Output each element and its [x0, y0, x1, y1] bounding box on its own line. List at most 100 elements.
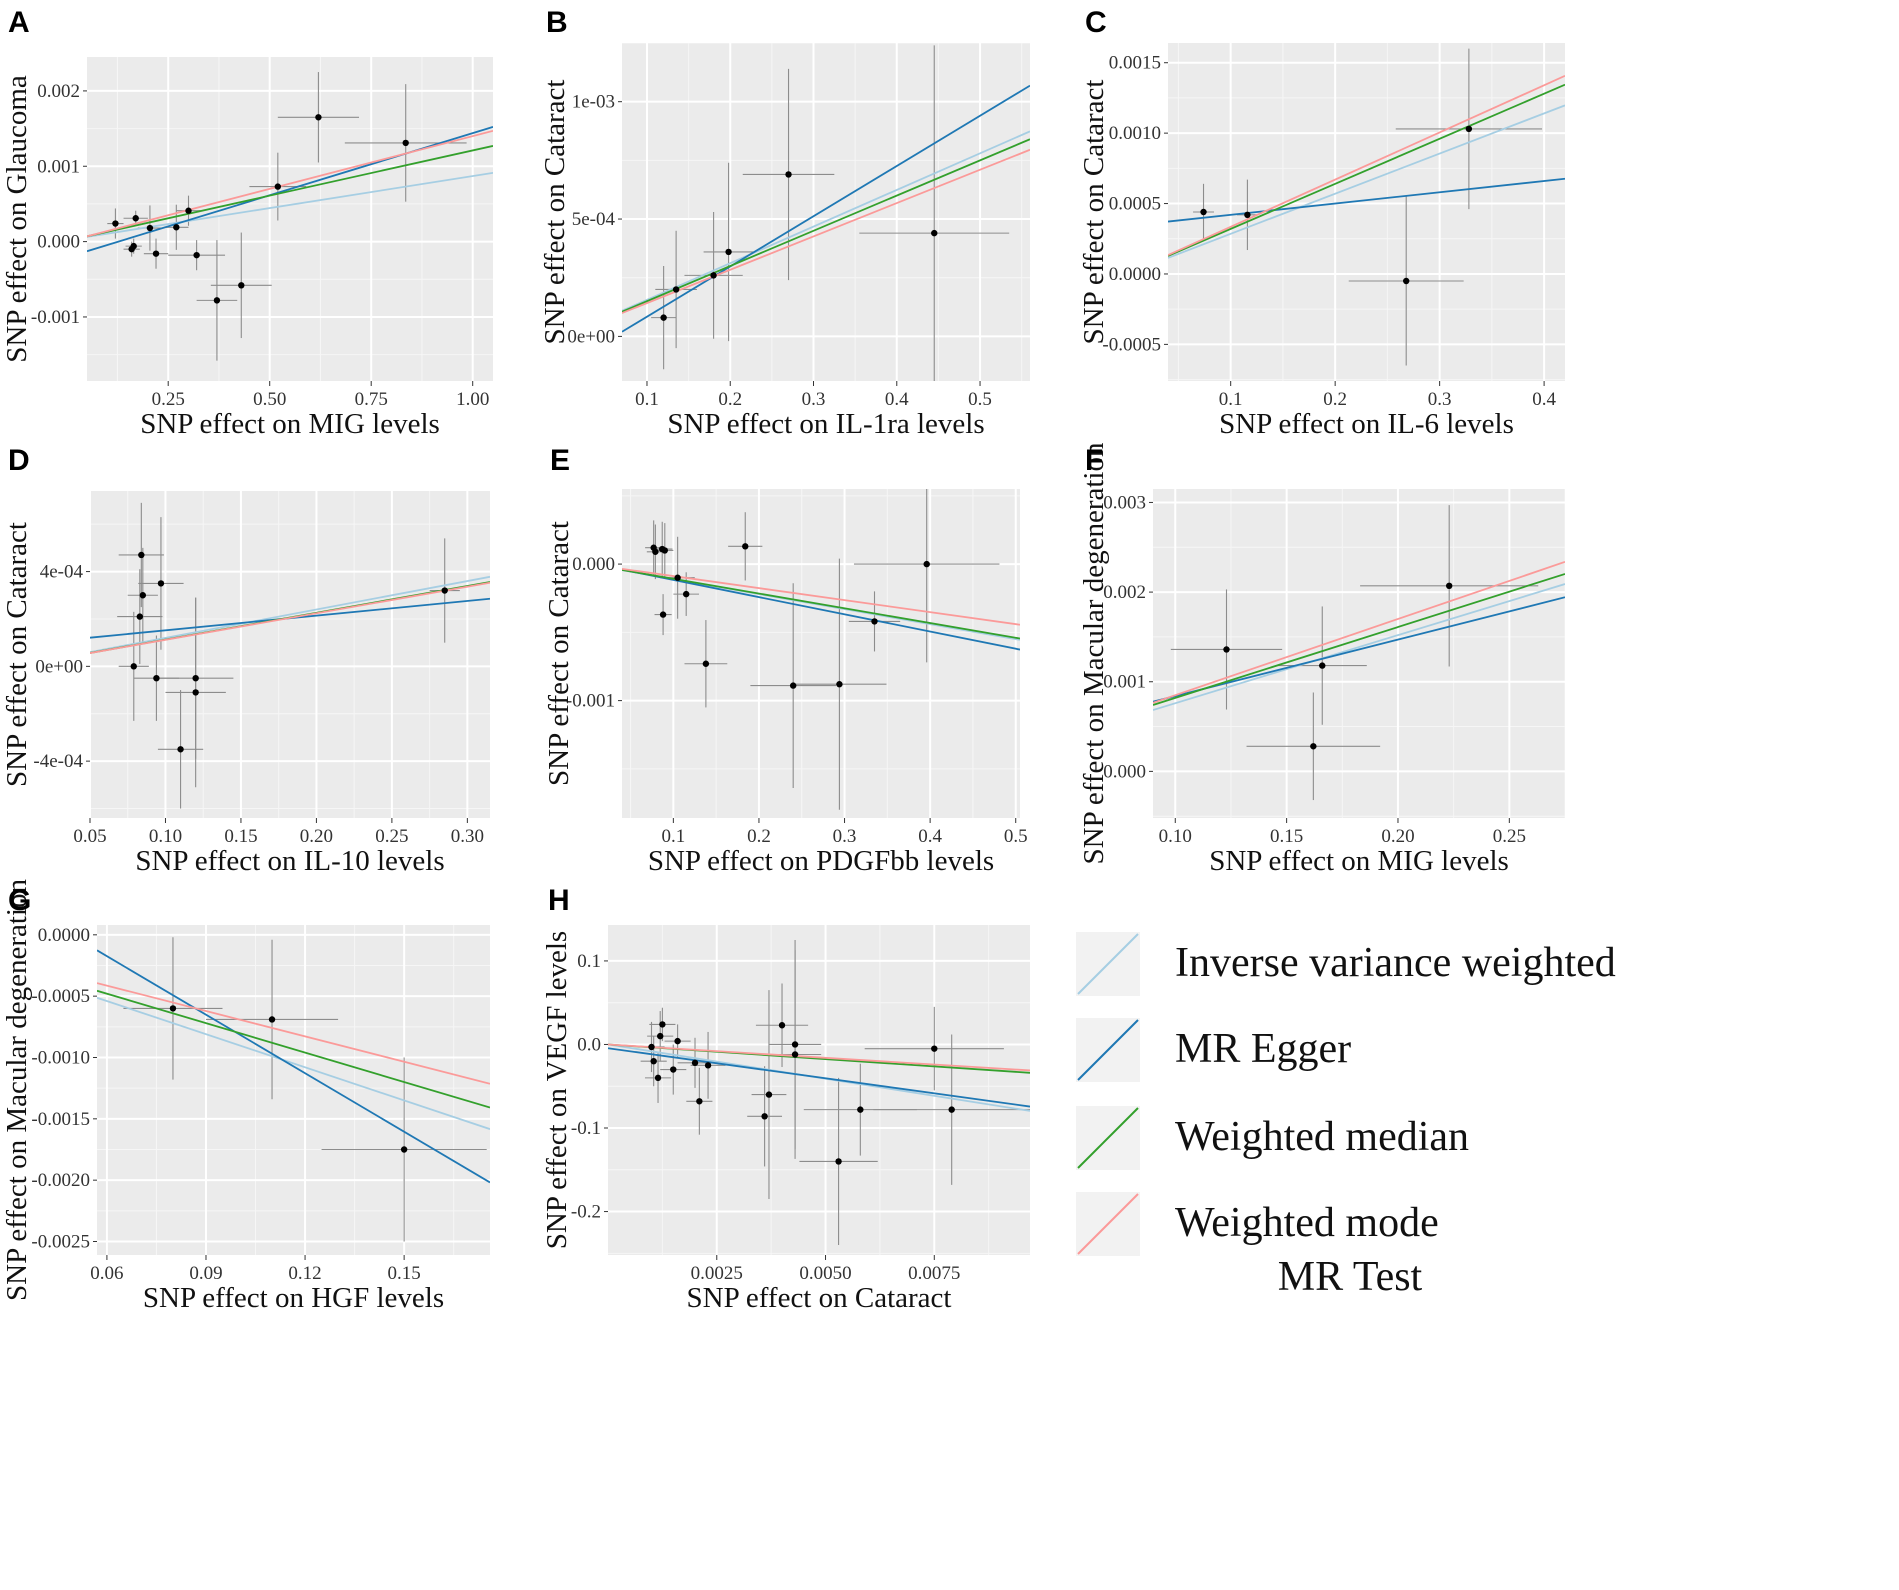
data-point — [765, 1091, 773, 1098]
x-axis-title: SNP effect on HGF levels — [143, 1282, 444, 1314]
data-point — [112, 220, 119, 227]
data-point — [710, 272, 717, 279]
y-tick-label: -0.1 — [571, 1118, 601, 1139]
y-tick-label: -0.0020 — [31, 1170, 90, 1191]
major-gridlines — [89, 491, 490, 818]
plot-background — [622, 489, 1020, 818]
y-tick-label: -0.0005 — [31, 986, 90, 1007]
data-point — [130, 242, 137, 250]
panel-c: 0.1 0.2 0.3 0.4 -0.0005 0.0000 0.0005 0.0010 0.0… — [1078, 6, 1565, 440]
regression-line-egger — [608, 1047, 1030, 1108]
x-tick-label: 0.20 — [300, 826, 333, 847]
panel-letter: G — [8, 884, 31, 917]
x-axis-title: SNP effect on IL-6 levels — [1219, 408, 1514, 440]
regression-line-egger — [1153, 596, 1565, 703]
panel-f: 0.10 0.15 0.20 0.250.0000.0010.0020.003SNP … — [1078, 442, 1566, 877]
x-tick-label: 0.09 — [189, 1263, 222, 1284]
x-axis-title: SNP effect on MIG levels — [1209, 845, 1509, 877]
data-point — [691, 1059, 699, 1067]
legend-item-mode: Weighted mode — [1076, 1192, 1439, 1256]
data-point — [652, 548, 659, 555]
data-layer — [622, 45, 1030, 381]
panel-letter: D — [8, 444, 30, 477]
panel-d: 0.05 0.10 0.15 0.20 0.25 0.30 -4e-04 0e+00 4e-04… — [1, 444, 490, 877]
data-point — [672, 286, 680, 293]
y-tick-label: 0.0000 — [38, 925, 90, 946]
x-tick-label: 0.25 — [152, 389, 185, 410]
regression-line-median — [622, 569, 1020, 640]
regression-line-mode — [622, 567, 1020, 626]
data-point — [1244, 211, 1251, 219]
x-tick-label: 0.06 — [90, 1263, 123, 1284]
regression-line-mode — [608, 1043, 1030, 1072]
regression-line-mode — [1153, 560, 1565, 704]
y-tick-label: 0.001 — [37, 156, 80, 177]
minor-gridlines — [622, 489, 1020, 818]
minor-gridlines — [608, 925, 1030, 1255]
x-tick-label: 0.2 — [718, 389, 742, 410]
data-point — [682, 590, 690, 598]
plot-background — [608, 925, 1030, 1255]
data-point — [657, 1032, 664, 1040]
data-point — [702, 660, 710, 667]
x-tick-label: 0.1 — [635, 389, 659, 410]
data-point — [778, 1022, 786, 1029]
panel-letter: B — [546, 6, 568, 39]
y-tick-label: 0.0010 — [1109, 123, 1161, 144]
data-layer — [608, 940, 1030, 1245]
x-tick-label: 0.0075 — [908, 1263, 960, 1284]
minor-gridlines — [622, 42, 1030, 381]
legend-item-ivw: Inverse variance weighted — [1076, 932, 1616, 996]
minor-gridlines — [87, 57, 493, 381]
data-point — [931, 1045, 938, 1052]
legend-key-line — [1077, 933, 1139, 995]
x-tick-label: 0.15 — [1270, 826, 1303, 847]
panel-a: 0.25 0.50 0.75 1.00-0.0010.0000.0010.002SNP… — [1, 6, 493, 440]
y-axis-title: SNP effect on VEGF levels — [541, 931, 573, 1249]
y-tick-label: 0.000 — [572, 554, 615, 575]
y-tick-label: -0.0005 — [1102, 334, 1161, 355]
data-point — [650, 1057, 657, 1065]
regression-line-egger — [622, 84, 1030, 333]
y-tick-label: 0.002 — [37, 81, 80, 102]
data-point — [1200, 208, 1207, 216]
x-tick-label: 0.25 — [375, 826, 408, 847]
data-point — [153, 674, 160, 682]
data-point — [696, 1098, 703, 1105]
x-axis-title: SNP effect on IL-1ra levels — [667, 408, 984, 440]
data-point — [923, 560, 930, 568]
data-point — [948, 1106, 955, 1113]
x-tick-label: 0.50 — [253, 389, 286, 410]
legend-item-median: Weighted median — [1076, 1106, 1469, 1170]
y-axis-title: SNP effect on Cataract — [1078, 80, 1110, 345]
y-tick-label: 0.0 — [577, 1034, 601, 1055]
regression-line-egger — [97, 949, 490, 1184]
data-point — [400, 1146, 408, 1153]
data-point — [931, 229, 938, 237]
data-point — [660, 314, 667, 321]
y-axis-title: SNP effect on Macular degeneration — [1, 879, 33, 1301]
major-gridlines — [622, 489, 1020, 818]
x-tick-label: 0.5 — [968, 389, 992, 410]
x-tick-label: 0.10 — [1159, 826, 1192, 847]
y-tick-label: -0.0025 — [31, 1232, 90, 1253]
data-point — [659, 1021, 666, 1028]
legend-label: Inverse variance weighted — [1175, 940, 1616, 986]
data-point — [785, 171, 792, 178]
y-tick-label: 0.1 — [577, 951, 601, 972]
legend-label: Weighted mode — [1175, 1200, 1439, 1246]
data-point — [1445, 582, 1453, 590]
data-point — [185, 207, 192, 214]
y-tick-label: 5e-04 — [572, 209, 616, 230]
data-layer — [87, 72, 493, 361]
x-tick-label: 0.3 — [833, 826, 857, 847]
data-point — [173, 224, 180, 231]
legend-title: MR Test — [1278, 1254, 1423, 1300]
regression-line-ivw — [1153, 583, 1565, 711]
plot-background — [1168, 43, 1565, 381]
x-tick-label: 0.4 — [885, 389, 909, 410]
